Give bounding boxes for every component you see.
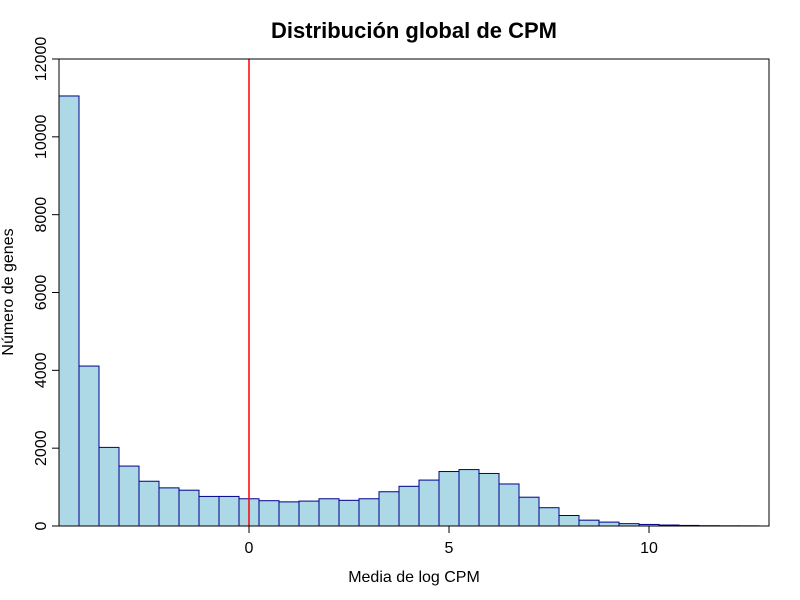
histogram-bar [198, 495, 220, 527]
histogram-bar [498, 483, 520, 527]
histogram-bar [558, 514, 580, 527]
chart-title: Distribución global de CPM [271, 18, 557, 43]
histogram-bar [58, 95, 80, 527]
histogram-bar [258, 500, 280, 527]
y-axis-label: Número de genes [0, 228, 17, 355]
histogram-bar [418, 479, 440, 527]
histogram-bar [598, 521, 620, 527]
histogram-bar [538, 507, 560, 527]
histogram-bar [318, 498, 340, 527]
histogram-bar [78, 365, 100, 527]
x-axis-label: Media de log CPM [348, 569, 480, 586]
y-tick-label: 4000 [33, 352, 50, 388]
y-axis: 0 2000 4000 6000 8000 10000 12000 [33, 37, 59, 530]
histogram-bar [158, 487, 180, 527]
y-tick-label: 12000 [33, 37, 50, 82]
x-tick-label: 5 [445, 540, 454, 557]
x-tick-label: 10 [640, 540, 658, 557]
histogram-bar [458, 469, 480, 527]
y-tick-label: 10000 [33, 114, 50, 159]
y-tick-label: 0 [33, 521, 50, 530]
histogram-bar [218, 495, 240, 527]
histogram-bar [438, 471, 460, 527]
plot-frame [58, 58, 770, 527]
y-tick-label: 8000 [33, 197, 50, 233]
histogram-bar [278, 501, 300, 527]
histogram-bar [518, 496, 540, 527]
histogram-bar [298, 500, 320, 527]
histogram-bar [478, 472, 500, 527]
histogram-bar [338, 499, 360, 527]
histogram-bar [118, 465, 140, 527]
x-axis: 0 5 10 [245, 526, 658, 557]
histogram-bar [378, 491, 400, 527]
bars-group [58, 95, 760, 527]
y-tick-label: 2000 [33, 430, 50, 466]
histogram-bar [178, 489, 200, 527]
histogram-bar [98, 446, 120, 527]
x-tick-label: 0 [245, 540, 254, 557]
histogram-bar [398, 485, 420, 527]
histogram-bar [358, 498, 380, 527]
histogram-bar [578, 519, 600, 527]
y-tick-label: 6000 [33, 275, 50, 311]
histogram-bar [138, 480, 160, 527]
